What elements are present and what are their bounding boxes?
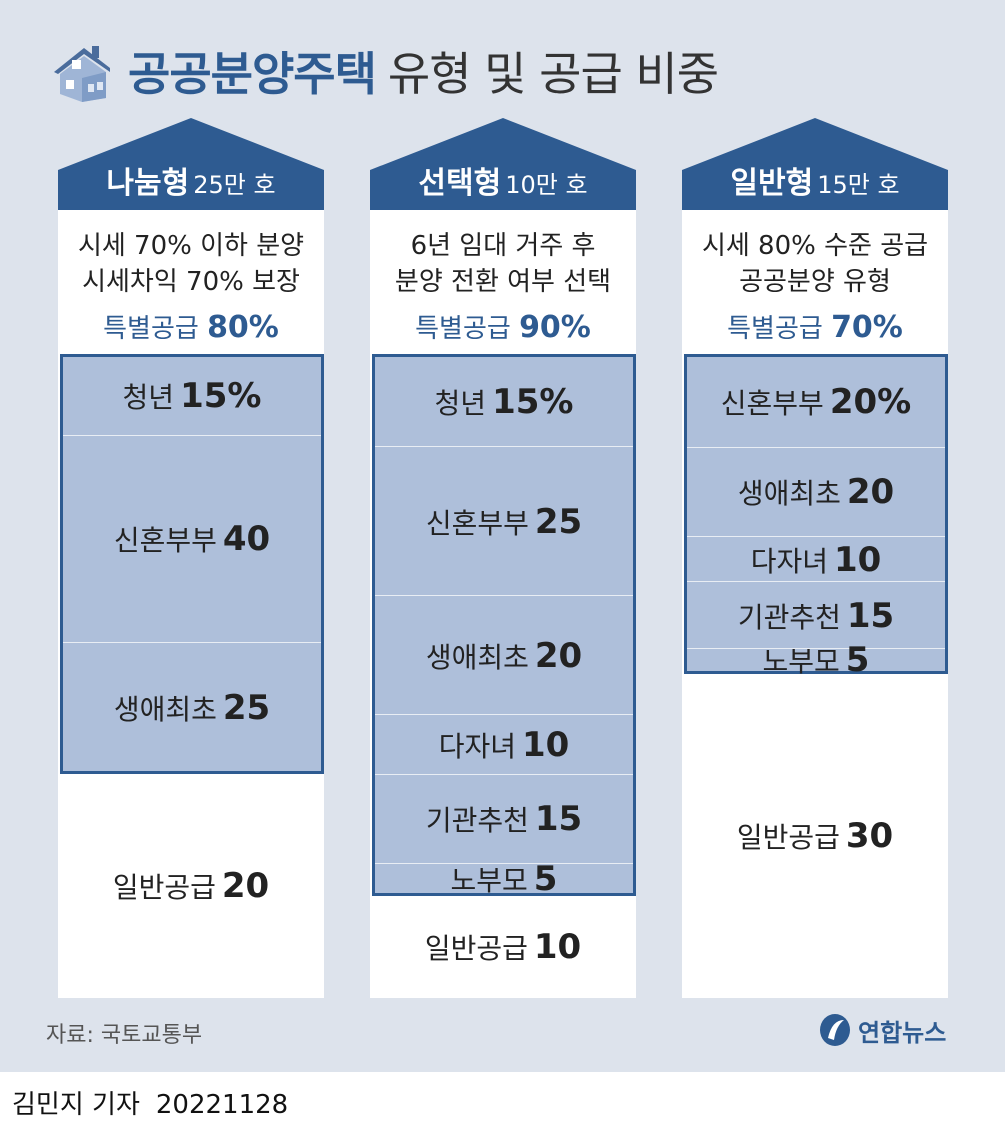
segment-value: 15%	[180, 375, 262, 416]
roof-shape	[58, 118, 324, 210]
bar-segment: 다자녀 10	[687, 536, 945, 582]
segment-label: 다자녀	[750, 544, 828, 578]
bar-segment: 기관추천 15	[375, 773, 633, 864]
segment-label: 기관추천	[425, 804, 529, 838]
segment-value: 15	[846, 595, 895, 636]
roof-label: 나눔형 25만 호	[58, 158, 324, 202]
description-line: 시세 80% 수준 공급	[701, 231, 929, 261]
general-supply: 일반공급 30	[682, 674, 948, 998]
bar-segment: 다자녀 10	[375, 714, 633, 775]
segment-label: 신혼부부	[113, 524, 217, 558]
segment-label: 청년	[122, 380, 175, 414]
general-supply: 일반공급 10	[370, 896, 636, 999]
segment-value: 20%	[829, 381, 912, 422]
chart-title: 공공분양주택 유형 및 공급 비중	[48, 36, 719, 106]
general-value: 30	[845, 815, 894, 856]
segment-value: 20	[846, 472, 895, 513]
special-label: 특별공급	[727, 314, 832, 344]
description-line: 시세차익 70% 보장	[82, 267, 300, 297]
special-supply-box: 청년 15% 신혼부부 25 생애최초 20 다자녀 10 기관추천 15 노부모 5	[372, 354, 636, 899]
source-note: 자료: 국토교통부	[46, 1023, 203, 1048]
date: 20221128	[155, 1090, 289, 1120]
type-quantity: 15만 호	[817, 171, 900, 199]
special-label: 특별공급	[415, 314, 520, 344]
general-label: 일반공급	[424, 931, 528, 965]
special-label: 특별공급	[103, 314, 208, 344]
special-percent: 90%	[519, 310, 591, 345]
type-name: 나눔형	[106, 166, 190, 201]
segment-label: 노부모	[450, 863, 528, 897]
bar-segment: 청년 15%	[63, 357, 321, 435]
segment-value: 15%	[492, 381, 574, 422]
type-quantity: 25만 호	[193, 171, 276, 199]
special-supply: 특별공급 70%	[682, 308, 948, 345]
bar-segment: 신혼부부 20%	[687, 357, 945, 447]
bar-segment: 청년 15%	[375, 357, 633, 446]
segment-value: 5	[845, 640, 870, 681]
title-rest: 유형 및 공급 비중	[387, 47, 719, 101]
segment-value: 40	[222, 519, 271, 560]
reporter: 김민지 기자	[12, 1090, 140, 1120]
special-supply-box: 신혼부부 20% 생애최초 20 다자녀 10 기관추천 15 노부모 5	[684, 354, 948, 680]
roof-shape	[370, 118, 636, 210]
special-supply: 특별공급 80%	[58, 308, 324, 345]
bar-segment: 생애최초 20	[375, 595, 633, 715]
title-bold: 공공분양주택	[128, 47, 377, 101]
type-quantity: 10만 호	[505, 171, 588, 199]
bar-segment: 생애최초 25	[63, 641, 321, 773]
column-선택형: 선택형 10만 호 6년 임대 거주 후 분양 전환 여부 선택 특별공급 90% 청년 1…	[370, 118, 636, 998]
segment-value: 5	[533, 858, 558, 899]
byline: 김민지 기자 20221128	[12, 1084, 288, 1121]
segment-label: 생애최초	[113, 692, 217, 726]
roof-shape	[682, 118, 948, 210]
segment-value: 10	[833, 539, 882, 580]
segment-value: 25	[534, 501, 583, 542]
segment-value: 25	[222, 687, 271, 728]
segment-label: 노부모	[762, 645, 840, 679]
special-percent: 70%	[831, 310, 903, 345]
segment-label: 기관추천	[737, 600, 841, 634]
logo-text: 연합뉴스	[858, 1018, 947, 1047]
segment-label: 신혼부부	[720, 386, 824, 420]
general-supply: 일반공급 20	[58, 774, 324, 998]
segment-value: 20	[534, 635, 583, 676]
house-icon	[54, 46, 110, 102]
bar-segment: 노부모 5	[687, 640, 945, 680]
bar-segment: 노부모 5	[375, 859, 633, 899]
yonhap-logo: 연합뉴스	[818, 1012, 946, 1048]
description-line: 공공분양 유형	[739, 267, 891, 297]
special-supply: 특별공급 90%	[370, 308, 636, 345]
special-supply-box: 청년 15% 신혼부부 40 생애최초 25	[60, 354, 324, 775]
roof-label: 선택형 10만 호	[370, 158, 636, 202]
general-label: 일반공급	[736, 820, 840, 854]
description-line: 시세 70% 이하 분양	[77, 231, 305, 261]
description-line: 6년 임대 거주 후	[410, 231, 596, 261]
column-일반형: 일반형 15만 호 시세 80% 수준 공급 공공분양 유형 특별공급 70% 신혼부부 2…	[682, 118, 948, 998]
bar-segment: 신혼부부 25	[375, 446, 633, 596]
yonhap-logo-mark-icon	[820, 1014, 850, 1046]
type-name: 일반형	[730, 166, 814, 201]
segment-value: 15	[534, 799, 583, 840]
roof-label: 일반형 15만 호	[682, 158, 948, 202]
bar-segment: 기관추천 15	[687, 581, 945, 649]
segment-label: 생애최초	[737, 477, 841, 511]
segment-label: 청년	[434, 386, 487, 420]
special-percent: 80%	[207, 310, 279, 345]
segment-value: 10	[521, 724, 570, 765]
general-label: 일반공급	[112, 871, 216, 905]
general-value: 10	[533, 926, 582, 967]
segment-label: 신혼부부	[425, 506, 529, 540]
type-name: 선택형	[418, 166, 502, 201]
bar-segment: 신혼부부 40	[63, 434, 321, 643]
segment-label: 다자녀	[438, 729, 516, 763]
bar-segment: 생애최초 20	[687, 446, 945, 538]
description-line: 분양 전환 여부 선택	[394, 267, 612, 297]
general-value: 20	[221, 866, 270, 907]
segment-label: 생애최초	[425, 640, 529, 674]
